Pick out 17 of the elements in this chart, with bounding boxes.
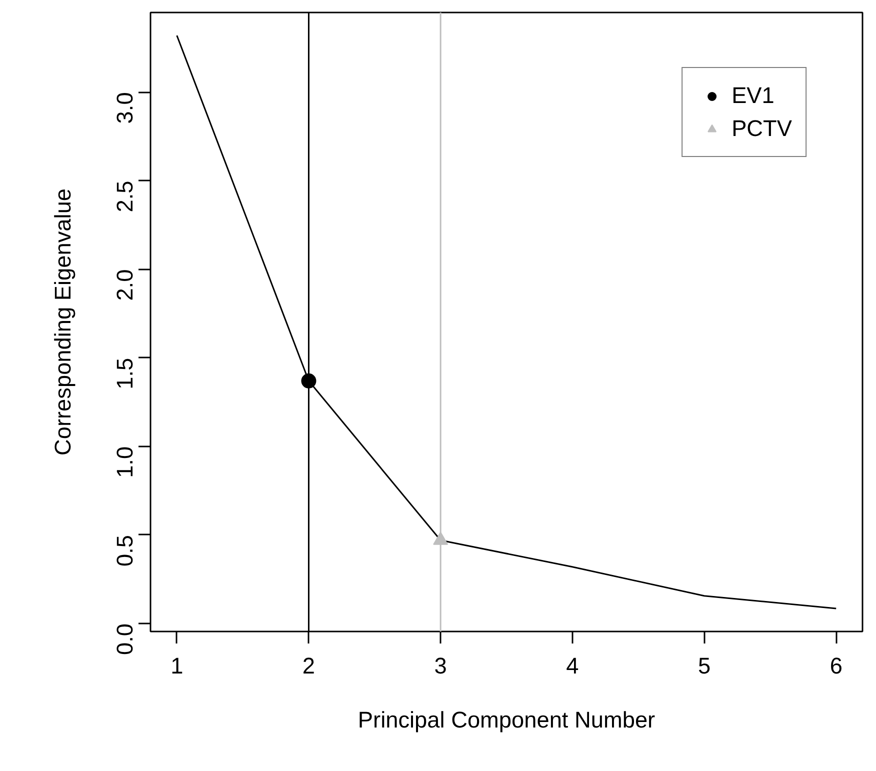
- y-tick-label: 3.0: [112, 92, 138, 124]
- legend-label: PCTV: [732, 115, 792, 142]
- y-tick-label: 0.0: [112, 624, 138, 656]
- y-tick-label: 1.0: [112, 446, 138, 478]
- x-tick-label: 5: [698, 652, 711, 678]
- x-tick-label: 3: [434, 652, 447, 678]
- y-tick-label: 2.5: [112, 180, 138, 212]
- y-axis-title: Corresponding Eigenvalue: [50, 188, 76, 456]
- y-tick-label: 1.5: [112, 358, 138, 390]
- legend-label: EV1: [732, 82, 774, 109]
- x-axis-title: Principal Component Number: [358, 706, 656, 732]
- x-tick-label: 4: [566, 652, 579, 678]
- x-tick-label: 6: [830, 652, 842, 678]
- x-tick-label: 2: [302, 652, 316, 678]
- x-tick-label: 1: [170, 652, 184, 678]
- y-tick-label: 2.0: [112, 269, 138, 301]
- y-tick-label: 0.5: [112, 534, 138, 566]
